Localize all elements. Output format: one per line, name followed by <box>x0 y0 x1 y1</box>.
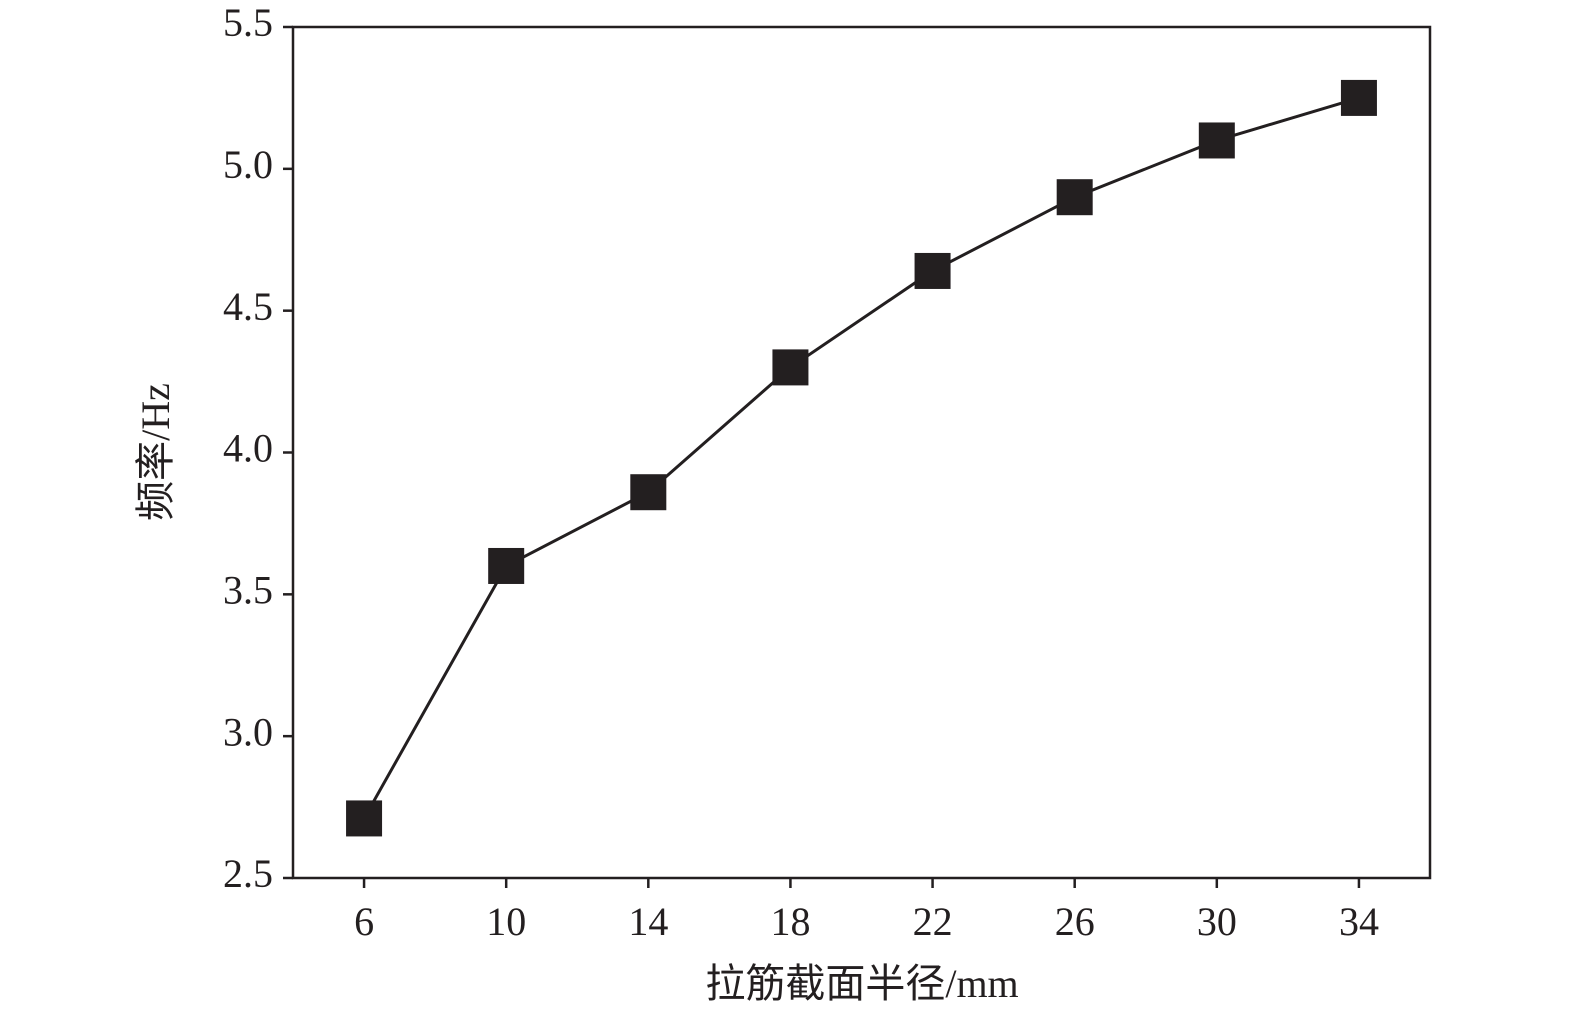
x-tick-label: 22 <box>913 899 953 944</box>
x-tick-label: 18 <box>770 899 810 944</box>
plot-frame <box>291 25 1432 880</box>
x-tick-label: 14 <box>628 899 668 944</box>
data-point <box>1056 179 1093 216</box>
data-point <box>488 547 525 584</box>
y-tick-label: 4.0 <box>223 426 273 471</box>
y-tick-label: 3.5 <box>223 568 273 613</box>
x-tick-label: 6 <box>354 899 374 944</box>
y-axis-label: 频率/Hz <box>133 383 178 521</box>
data-point <box>346 800 383 837</box>
x-tick-label: 26 <box>1055 899 1095 944</box>
y-tick-label: 4.5 <box>223 284 273 329</box>
y-tick-label: 5.0 <box>223 142 273 187</box>
data-line <box>362 96 1360 820</box>
y-tick-label: 5.5 <box>223 0 273 45</box>
y-tick-label: 2.5 <box>223 851 273 896</box>
data-point <box>914 252 951 289</box>
data-point <box>1340 79 1377 116</box>
x-tick-label: 30 <box>1197 899 1237 944</box>
data-point <box>630 474 667 511</box>
x-tick-label: 34 <box>1339 899 1379 944</box>
x-tick-label: 10 <box>486 899 526 944</box>
data-point <box>1198 122 1235 159</box>
y-tick-label: 3.0 <box>223 709 273 754</box>
x-axis-label: 拉筋截面半径/mm <box>705 961 1018 1006</box>
data-point <box>772 349 809 386</box>
